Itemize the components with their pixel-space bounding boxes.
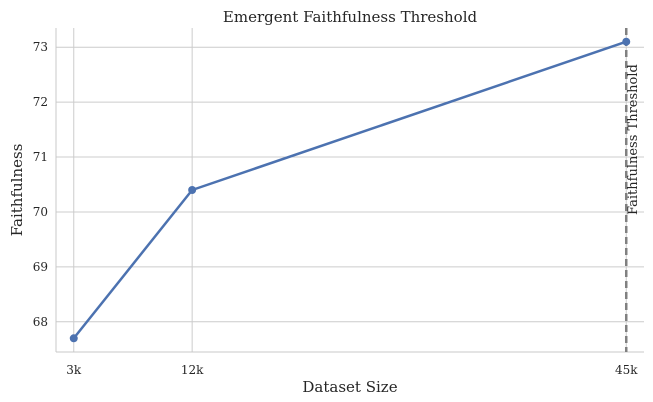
y-tick-label: 70 [33, 205, 48, 219]
y-tick-label: 71 [33, 150, 48, 164]
y-tick-label: 72 [33, 95, 48, 109]
x-tick-label: 45k [615, 363, 638, 377]
x-axis-label: Dataset Size [302, 378, 397, 396]
y-tick-label: 68 [33, 315, 48, 329]
y-axis-label: Faithfulness [8, 144, 26, 237]
y-tick-label: 69 [33, 260, 48, 274]
data-point [622, 37, 631, 46]
x-tick-labels: 3k 12k 45k [66, 363, 638, 377]
threshold-marker: Faithfulness Threshold [624, 28, 641, 352]
x-tick-label: 12k [181, 363, 204, 377]
data-point [69, 334, 78, 343]
series [69, 37, 631, 343]
y-tick-labels: 68 69 70 71 72 73 [33, 40, 48, 329]
data-point [188, 186, 197, 194]
chart-title: Emergent Faithfulness Threshold [223, 8, 478, 26]
x-tick-label: 3k [66, 363, 82, 377]
threshold-label: Faithfulness Threshold [626, 64, 641, 215]
series-line [72, 40, 628, 340]
grid [56, 28, 644, 352]
y-tick-label: 73 [33, 40, 48, 54]
